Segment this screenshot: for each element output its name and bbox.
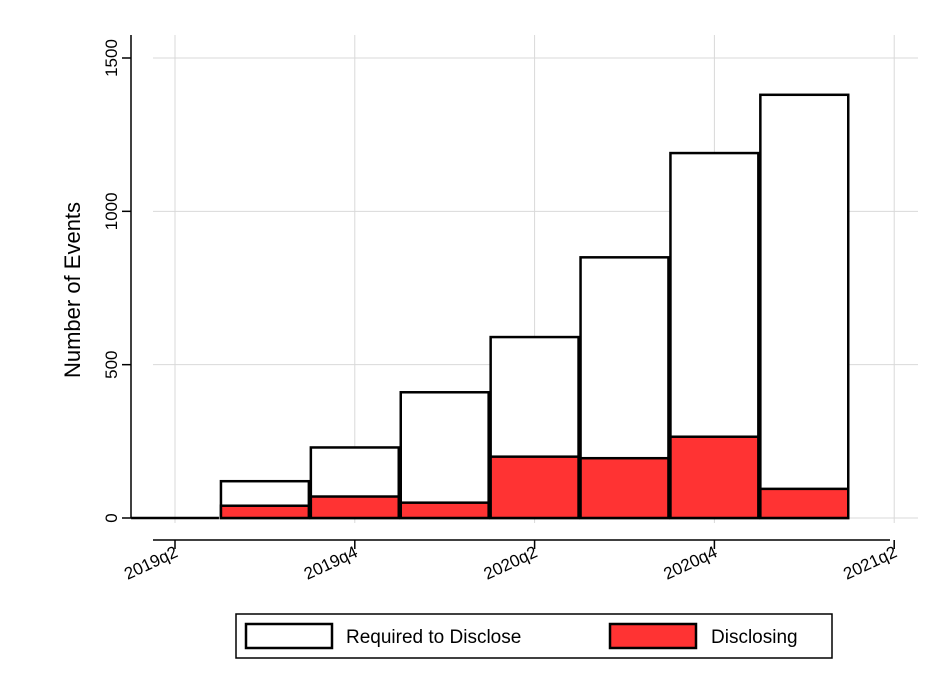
x-tick-label: 2021q2 <box>840 542 899 583</box>
x-tick-label: 2019q4 <box>301 542 360 583</box>
bar-required <box>401 392 489 518</box>
y-tick-label: 0 <box>102 513 121 522</box>
x-tick-label: 2020q2 <box>481 542 540 583</box>
legend-label-required: Required to Disclose <box>346 627 521 648</box>
legend-swatch-disclosing <box>610 624 696 648</box>
bar-disclosing <box>311 497 399 518</box>
legend: Required to Disclose Disclosing <box>236 614 832 658</box>
bar-disclosing <box>760 489 848 518</box>
bar-disclosing <box>401 503 489 518</box>
legend-label-disclosing: Disclosing <box>711 627 798 648</box>
legend-swatch-required <box>246 624 332 648</box>
y-axis-title: Number of Events <box>60 202 85 378</box>
bars <box>131 95 848 518</box>
bar-disclosing <box>670 437 758 518</box>
y-tick-label: 1500 <box>102 39 121 77</box>
y-tick-label: 1000 <box>102 192 121 230</box>
y-tick-label: 500 <box>102 350 121 378</box>
bar-disclosing <box>221 506 309 518</box>
bar-required <box>760 95 848 518</box>
x-tick-label: 2019q2 <box>121 542 180 583</box>
x-tick-label: 2020q4 <box>661 542 720 583</box>
bar-disclosing <box>491 457 579 518</box>
bar-disclosing <box>581 458 669 518</box>
